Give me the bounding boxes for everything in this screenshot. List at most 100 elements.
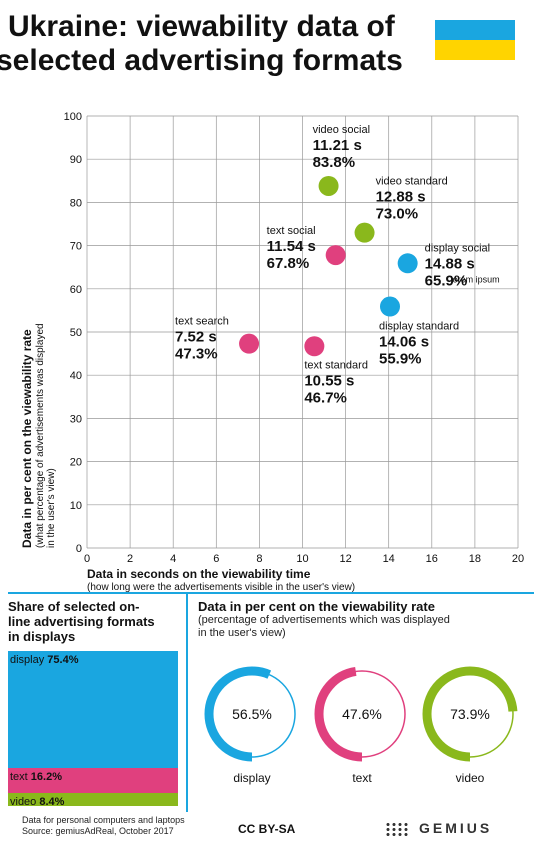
- y-tick-label: 70: [70, 241, 82, 253]
- point-rate-video-standard: 73.0%: [376, 206, 419, 223]
- stray-label: lorem ipsum: [451, 274, 500, 284]
- share-segment-value: 16.2%: [30, 771, 62, 783]
- point-name-display-social: display social: [425, 242, 490, 254]
- y-tick-label: 80: [70, 197, 82, 209]
- share-segment-display: display 75.4%: [8, 651, 178, 768]
- point-name-text-search: text search: [175, 316, 229, 328]
- x-axis-subtitle: (how long were the advertisements visibl…: [87, 582, 355, 593]
- x-tick-label: 4: [170, 553, 176, 565]
- ring-arc: [422, 666, 518, 762]
- point-video-social: [318, 175, 339, 196]
- ukraine-flag-icon: [435, 20, 515, 60]
- x-tick-label: 16: [426, 553, 438, 565]
- flag-blue-stripe: [435, 20, 515, 40]
- ring-label: text: [352, 771, 372, 785]
- y-tick-label: 20: [70, 457, 82, 469]
- point-name-display-standard: display standard: [379, 321, 459, 333]
- x-tick-label: 10: [296, 553, 308, 565]
- share-segment-label: text: [10, 771, 31, 783]
- ring-label: video: [455, 771, 485, 785]
- x-tick-label: 6: [213, 553, 219, 565]
- page-title: Ukraine: viewability data of selected ad…: [0, 10, 420, 78]
- ring-chart-video: 73.9%: [422, 666, 518, 762]
- point-time-text-search: 7.52 s: [175, 329, 217, 346]
- chart-ticks: 0 10 20 30 40 50 60 70 80 90 100 0 2 4 6 8 10 12 14 16 18 20: [64, 111, 524, 565]
- share-stacked-bar: display 75.4% text 16.2% video 8.4%: [8, 651, 178, 808]
- point-text-social: [325, 245, 346, 266]
- ring-chart-text: 47.6%: [314, 666, 410, 762]
- share-segment-value: 75.4%: [47, 654, 79, 666]
- chart-grid: [86, 115, 519, 549]
- x-tick-label: 8: [256, 553, 262, 565]
- x-tick-label: 14: [383, 553, 395, 565]
- y-tick-label: 10: [70, 500, 82, 512]
- footnote: Data for personal computers and laptops …: [22, 815, 185, 837]
- point-text-search: [239, 333, 260, 354]
- share-panel: Share of selected on-line advertising fo…: [8, 592, 186, 812]
- rate-title: Data in per cent on the viewability rate: [198, 599, 435, 614]
- y-axis-subtitle-line1: (what percentage of advertisements was d…: [35, 323, 46, 548]
- x-tick-label: 18: [469, 553, 481, 565]
- point-name-text-social: text social: [267, 225, 316, 237]
- point-name-video-social: video social: [313, 124, 370, 136]
- point-time-text-social: 11.54 s: [267, 238, 316, 255]
- share-segment-video: video 8.4%: [8, 793, 178, 808]
- ring-value: 73.9%: [450, 706, 490, 722]
- y-axis-subtitle-line2: in the user's view): [46, 468, 57, 548]
- point-time-video-social: 11.21 s: [313, 137, 362, 154]
- x-tick-label: 20: [512, 553, 524, 565]
- point-time-text-standard: 10.55 s: [304, 372, 354, 389]
- point-time-display-standard: 14.06 s: [379, 334, 429, 351]
- chart-axis-titles: Data in seconds on the viewability time(…: [20, 323, 355, 593]
- share-segment-label: display: [10, 654, 48, 666]
- share-segment-text: text 16.2%: [8, 768, 178, 793]
- point-text-standard: [304, 336, 325, 357]
- rate-panel: Data in per cent on the viewability rate…: [186, 592, 534, 812]
- point-time-display-social: 14.88 s: [425, 255, 475, 272]
- ring-display: 56.5% display: [202, 664, 302, 785]
- ring-video: 73.9% video: [420, 664, 520, 785]
- ring-value: 47.6%: [342, 706, 382, 722]
- y-tick-label: 40: [70, 370, 82, 382]
- gemius-dots-icon: [385, 822, 409, 837]
- y-axis-title: Data in per cent on the viewability rate: [20, 329, 34, 548]
- footnote-note: Data for personal computers and laptops: [22, 815, 185, 825]
- brand-logo: GEMIUS: [385, 820, 492, 837]
- point-video-standard: [354, 222, 375, 243]
- point-name-text-standard: text standard: [304, 359, 368, 371]
- ring-label: display: [233, 771, 271, 785]
- point-rate-video-social: 83.8%: [313, 154, 356, 171]
- y-tick-label: 60: [70, 284, 82, 296]
- point-name-video-standard: video standard: [376, 176, 448, 188]
- y-tick-label: 0: [76, 543, 82, 555]
- ring-text: 47.6% text: [312, 664, 412, 785]
- y-tick-label: 90: [70, 154, 82, 166]
- rate-subtitle: (percentage of advertisements which was …: [198, 614, 450, 639]
- point-rate-text-search: 47.3%: [175, 346, 218, 363]
- ring-chart-display: 56.5%: [204, 666, 300, 762]
- x-tick-label: 12: [339, 553, 351, 565]
- flag-yellow-stripe: [435, 40, 515, 60]
- point-time-video-standard: 12.88 s: [376, 189, 426, 206]
- share-segment-value: 8.4%: [39, 796, 65, 808]
- point-display-social: [397, 253, 418, 274]
- y-tick-label: 30: [70, 413, 82, 425]
- point-rate-display-standard: 55.9%: [379, 351, 422, 368]
- ring-arc: [204, 666, 300, 762]
- y-axis-title-group: Data in per cent on the viewability rate…: [20, 323, 57, 548]
- point-rate-text-standard: 46.7%: [304, 389, 347, 406]
- ring-arc: [314, 666, 410, 762]
- y-tick-label: 50: [70, 327, 82, 339]
- point-rate-display-social: 65.9%: [425, 272, 468, 289]
- y-tick-label: 100: [64, 111, 82, 123]
- license-label: CC BY-SA: [238, 822, 296, 836]
- share-segment-label: video: [10, 796, 40, 808]
- x-tick-label: 2: [127, 553, 133, 565]
- title-line-2: selected advertising formats: [0, 44, 403, 77]
- point-display-standard: [379, 296, 400, 317]
- x-axis-title: Data in seconds on the viewability time: [87, 567, 311, 581]
- footnote-source: Source: gemiusAdReal, October 2017: [22, 826, 174, 836]
- x-tick-label: 0: [84, 553, 90, 565]
